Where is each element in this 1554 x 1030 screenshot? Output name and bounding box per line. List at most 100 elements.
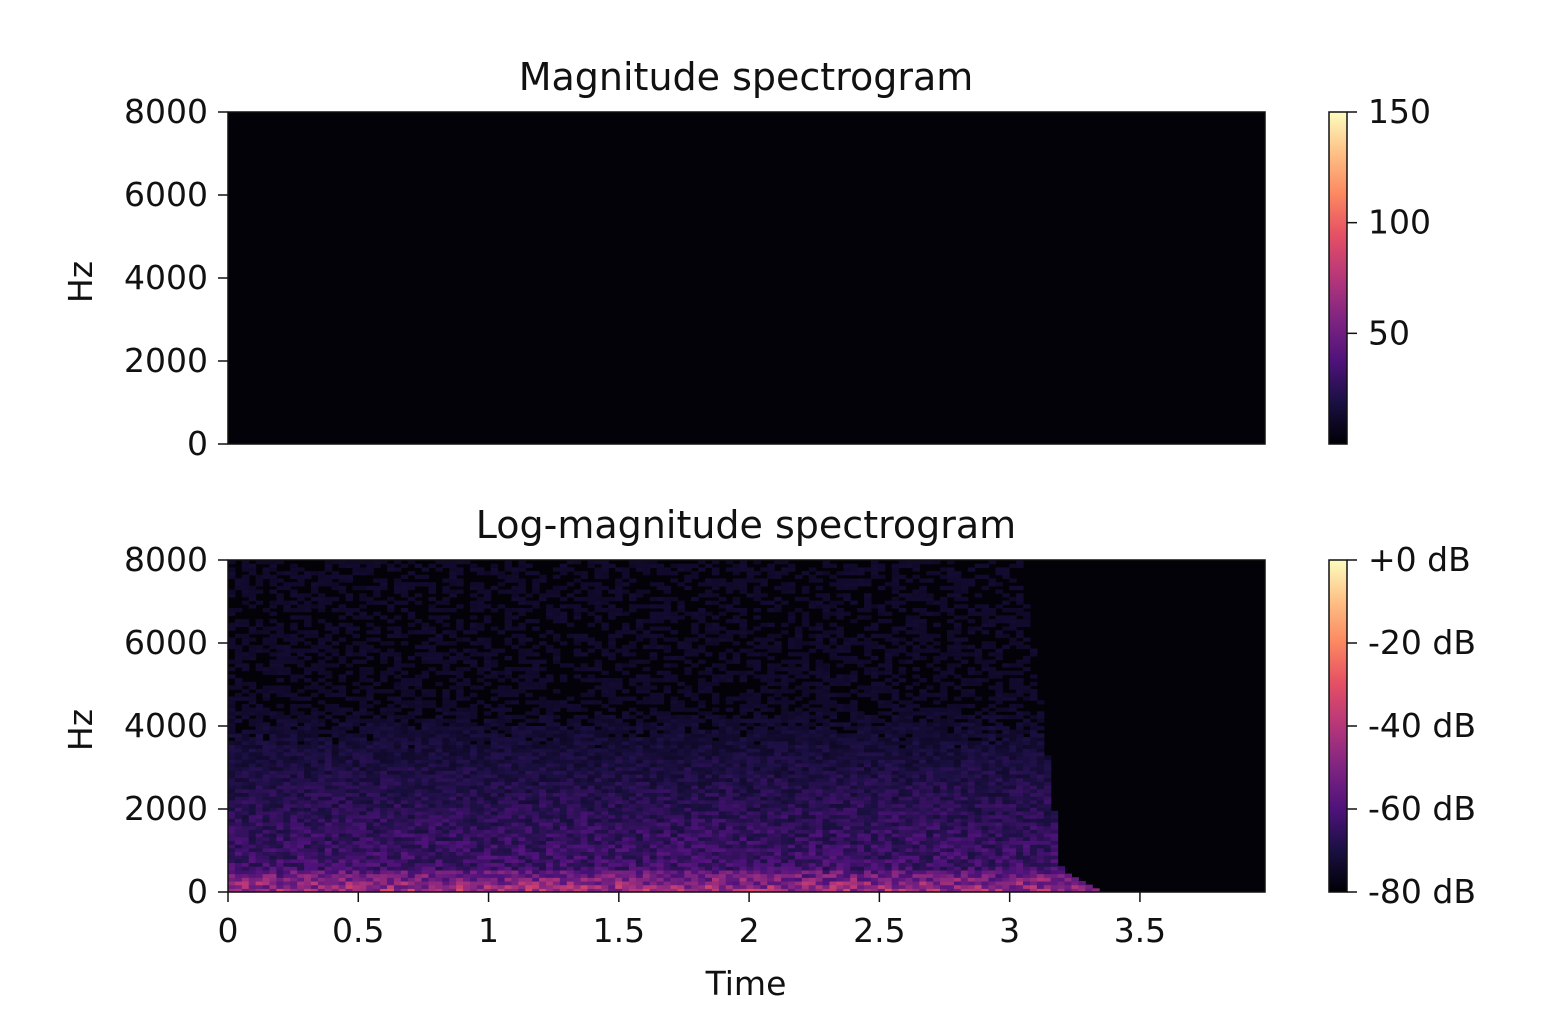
noise-cell bbox=[345, 814, 354, 819]
noise-cell bbox=[905, 862, 914, 867]
noise-cell bbox=[324, 829, 333, 834]
noise-cell bbox=[566, 773, 575, 779]
noise-cell bbox=[670, 858, 678, 864]
noise-cell bbox=[794, 818, 803, 823]
noise-cell bbox=[1023, 829, 1031, 834]
noise-cell bbox=[262, 796, 271, 801]
noise-cell bbox=[476, 851, 485, 856]
noise-cell bbox=[822, 803, 831, 808]
noise-cell bbox=[1036, 814, 1045, 819]
noise-cell bbox=[587, 788, 596, 793]
noise-cell bbox=[594, 810, 602, 816]
noise-cell bbox=[1029, 773, 1038, 779]
noise-cell bbox=[241, 762, 250, 768]
noise-cell bbox=[552, 862, 561, 867]
noise-cell bbox=[1016, 792, 1024, 797]
noise-cell bbox=[442, 855, 450, 860]
noise-cell bbox=[393, 814, 402, 819]
noise-cell bbox=[981, 844, 990, 849]
noise-cell bbox=[573, 759, 582, 764]
noise-cell bbox=[705, 866, 713, 871]
noise-cell bbox=[373, 766, 381, 771]
noise-cell bbox=[566, 810, 575, 816]
noise-cell bbox=[304, 810, 312, 816]
noise-cell bbox=[622, 770, 630, 775]
noise-cell bbox=[663, 821, 672, 827]
noise-cell bbox=[304, 773, 312, 779]
noise-cell bbox=[504, 740, 513, 746]
noise-cell bbox=[988, 814, 996, 819]
noise-cell bbox=[483, 862, 492, 867]
noise-cell bbox=[373, 855, 381, 860]
noise-cell bbox=[905, 773, 914, 779]
noise-cell bbox=[525, 770, 533, 775]
noise-cell bbox=[808, 821, 817, 827]
noise-cell bbox=[670, 807, 678, 812]
noise-cell bbox=[870, 840, 879, 845]
noise-cell bbox=[234, 796, 243, 801]
noise-cell bbox=[269, 762, 277, 768]
noise-cell bbox=[705, 855, 713, 860]
noise-cell bbox=[711, 866, 720, 871]
noise-cell bbox=[573, 792, 582, 797]
noise-cell bbox=[1016, 751, 1024, 757]
noise-cell bbox=[705, 751, 713, 757]
noise-cell bbox=[380, 818, 388, 823]
noise-cell bbox=[857, 821, 865, 827]
noise-cell bbox=[352, 821, 360, 827]
noise-cell bbox=[566, 832, 575, 838]
noise-cell bbox=[324, 866, 333, 871]
noise-cell bbox=[262, 810, 271, 816]
noise-cell bbox=[490, 829, 499, 834]
noise-cell bbox=[317, 751, 326, 757]
noise-cell bbox=[884, 821, 893, 827]
noise-cell bbox=[877, 770, 886, 775]
noise-cell bbox=[857, 803, 865, 808]
noise-cell bbox=[469, 744, 478, 749]
noise-cell bbox=[891, 785, 900, 790]
noise-cell bbox=[850, 836, 858, 841]
noise-cell bbox=[912, 821, 920, 827]
noise-cell bbox=[387, 766, 395, 771]
noise-cell bbox=[463, 862, 471, 867]
noise-cell bbox=[663, 858, 672, 864]
noise-cell bbox=[995, 744, 1003, 749]
noise-cell bbox=[698, 851, 706, 856]
noise-cell bbox=[276, 858, 284, 864]
noise-cell bbox=[566, 796, 575, 801]
noise-cell bbox=[414, 777, 423, 782]
noise-cell bbox=[324, 785, 333, 790]
noise-cell bbox=[1016, 766, 1024, 771]
noise-cell bbox=[1009, 777, 1017, 782]
noise-cell bbox=[297, 844, 305, 849]
noise-cell bbox=[1002, 847, 1010, 853]
noise-cell bbox=[456, 810, 464, 816]
noise-cell bbox=[905, 829, 914, 834]
noise-cell bbox=[822, 807, 831, 812]
noise-cell bbox=[324, 851, 333, 856]
noise-cell bbox=[767, 773, 775, 779]
noise-cell bbox=[622, 759, 630, 764]
noise-cell bbox=[767, 825, 775, 830]
noise-cell bbox=[960, 862, 969, 867]
noise-cell bbox=[628, 792, 637, 797]
noise-cell bbox=[760, 792, 768, 797]
noise-cell bbox=[739, 770, 748, 775]
noise-cell bbox=[345, 748, 354, 753]
noise-cell bbox=[760, 821, 768, 827]
noise-cell bbox=[857, 799, 865, 805]
noise-cell bbox=[380, 807, 388, 812]
noise-cell bbox=[649, 847, 658, 853]
noise-cell bbox=[1016, 755, 1024, 760]
noise-cell bbox=[940, 855, 948, 860]
noise-cell bbox=[1043, 785, 1052, 790]
noise-cell bbox=[490, 832, 499, 838]
noise-cell bbox=[463, 788, 471, 793]
noise-cell bbox=[836, 832, 844, 838]
noise-cell bbox=[255, 799, 264, 805]
noise-cell bbox=[746, 866, 755, 871]
noise-cell bbox=[456, 759, 464, 764]
noise-cell bbox=[601, 818, 609, 823]
noise-cell bbox=[988, 818, 996, 823]
noise-cell bbox=[234, 799, 243, 805]
